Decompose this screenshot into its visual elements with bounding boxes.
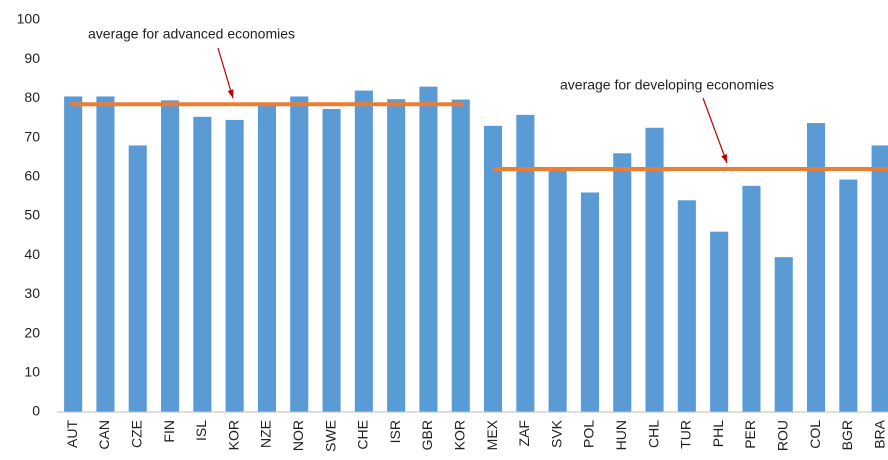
bar [710,231,729,412]
x-tick-label: KOR [451,420,467,450]
y-tick-label: 30 [24,285,40,301]
bar [64,96,83,412]
x-tick-label: SWE [322,420,338,452]
bar [96,96,115,412]
x-tick-label: FIN [161,420,177,443]
y-tick-label: 20 [24,324,40,340]
x-tick-label: POL [581,420,597,448]
x-tick-label: BRA [871,419,887,448]
x-tick-label: GBR [419,420,435,450]
bar [161,100,180,413]
bar [451,99,470,413]
x-tick-label: ISL [193,420,209,441]
bar [742,185,761,412]
bar [807,123,826,412]
x-tick-label: MEX [484,419,500,450]
x-tick-label: HUN [613,420,629,450]
bar [516,114,535,412]
bar [839,179,858,412]
bar [484,125,503,412]
bar [193,116,212,412]
annotation: average for developing economies [560,77,774,93]
x-tick-label: PER [742,420,758,449]
arrow-head [227,89,234,99]
bar [419,86,438,412]
bar [871,145,888,412]
x-tick-label: COL [807,420,823,449]
x-tick-label: CHL [645,420,661,448]
bar [290,96,309,412]
annotation: average for advanced economies [88,26,295,42]
x-tick-label: AUT [64,420,80,448]
x-tick-label: TUR [678,420,694,449]
x-tick-label: SVK [548,419,564,448]
x-tick-label: BGR [839,420,855,450]
bar [322,108,341,412]
x-tick-label: KOR [225,420,241,450]
x-tick-label: CHE [355,420,371,450]
y-tick-label: 60 [24,168,40,184]
x-tick-label: ZAF [516,420,532,446]
bar [225,119,244,413]
arrow-head [721,153,727,163]
x-tick-label: NZE [258,420,274,448]
x-tick-label: CAN [96,420,112,450]
y-tick-label: 100 [17,11,41,27]
y-tick-label: 90 [24,50,40,66]
bar [387,99,406,413]
y-tick-label: 80 [24,89,40,105]
bar [354,90,373,412]
bar [257,104,276,412]
bar [645,127,664,413]
bar [677,200,696,412]
bar [580,192,599,412]
arrow [702,97,728,164]
bar [548,168,567,412]
bar [774,257,793,412]
y-tick-label: 50 [24,207,40,223]
y-tick-label: 40 [24,246,40,262]
y-tick-label: 10 [24,364,40,380]
arrow [217,47,234,99]
x-tick-label: ROU [774,420,790,451]
bar [613,153,632,412]
bar [128,145,147,412]
y-tick-label: 0 [32,403,40,419]
x-tick-label: NOR [290,420,306,451]
y-tick-label: 70 [24,128,40,144]
x-tick-label: CZE [128,420,144,448]
x-tick-label: PHL [710,420,726,447]
x-tick-label: ISR [387,420,403,443]
